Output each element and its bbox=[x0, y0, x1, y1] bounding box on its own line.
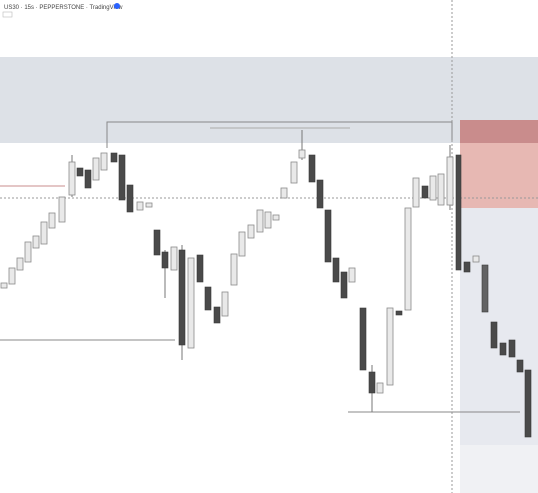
candles bbox=[0, 130, 532, 438]
candle bbox=[516, 359, 524, 373]
target-zone-lower bbox=[460, 445, 538, 493]
candle bbox=[499, 342, 507, 356]
candle bbox=[340, 271, 348, 299]
candle bbox=[247, 224, 255, 239]
candle bbox=[58, 196, 66, 223]
candle bbox=[490, 321, 498, 349]
candle bbox=[524, 369, 532, 438]
candle bbox=[161, 251, 169, 269]
candle bbox=[508, 339, 516, 358]
candle bbox=[145, 202, 153, 208]
candle bbox=[170, 246, 178, 271]
candle bbox=[48, 212, 56, 229]
candle bbox=[446, 156, 454, 206]
candle bbox=[348, 267, 356, 283]
candle bbox=[221, 291, 229, 317]
candle bbox=[136, 201, 144, 211]
candle bbox=[412, 177, 420, 208]
candle bbox=[187, 257, 195, 349]
candle bbox=[256, 209, 264, 233]
candle bbox=[359, 307, 367, 371]
candle bbox=[308, 154, 316, 183]
candle bbox=[16, 257, 24, 271]
candle bbox=[92, 157, 100, 181]
candle bbox=[0, 282, 8, 289]
candle bbox=[230, 253, 238, 286]
candle bbox=[429, 175, 437, 201]
candle bbox=[76, 167, 84, 177]
candle bbox=[437, 173, 445, 206]
candle bbox=[298, 149, 306, 159]
chart-title: US30 · 15s · PEPPERSTONE · TradingView bbox=[4, 5, 123, 11]
candle bbox=[118, 154, 126, 201]
candle bbox=[204, 286, 212, 311]
candle bbox=[40, 221, 48, 245]
candle bbox=[481, 264, 489, 313]
candle bbox=[84, 169, 92, 189]
candle bbox=[153, 229, 161, 256]
candle bbox=[395, 310, 403, 316]
candle bbox=[324, 209, 332, 263]
candle bbox=[455, 154, 462, 271]
candle bbox=[24, 241, 32, 263]
collapse-button[interactable] bbox=[2, 11, 13, 18]
supply-zone bbox=[0, 57, 538, 143]
candle bbox=[463, 261, 471, 273]
candle bbox=[126, 184, 134, 213]
candle bbox=[386, 307, 394, 386]
candle bbox=[213, 306, 221, 324]
high-line bbox=[106, 121, 453, 148]
candle bbox=[280, 187, 288, 199]
stop-zone bbox=[460, 120, 538, 143]
candle bbox=[264, 211, 272, 229]
stop-zone-lower bbox=[460, 143, 538, 208]
candle bbox=[421, 185, 429, 199]
candle bbox=[196, 254, 204, 283]
candle bbox=[110, 152, 118, 163]
logo bbox=[114, 3, 120, 9]
candle bbox=[238, 231, 246, 257]
candle bbox=[290, 161, 298, 184]
candle bbox=[368, 371, 376, 394]
candle bbox=[472, 255, 480, 263]
candle bbox=[32, 235, 40, 249]
candle bbox=[272, 214, 280, 221]
candle bbox=[100, 152, 108, 171]
candle bbox=[68, 161, 76, 196]
candle bbox=[404, 207, 412, 311]
candle bbox=[332, 257, 340, 283]
candle bbox=[8, 267, 16, 285]
candle bbox=[316, 179, 324, 209]
candle bbox=[376, 382, 384, 394]
candle bbox=[178, 249, 186, 346]
